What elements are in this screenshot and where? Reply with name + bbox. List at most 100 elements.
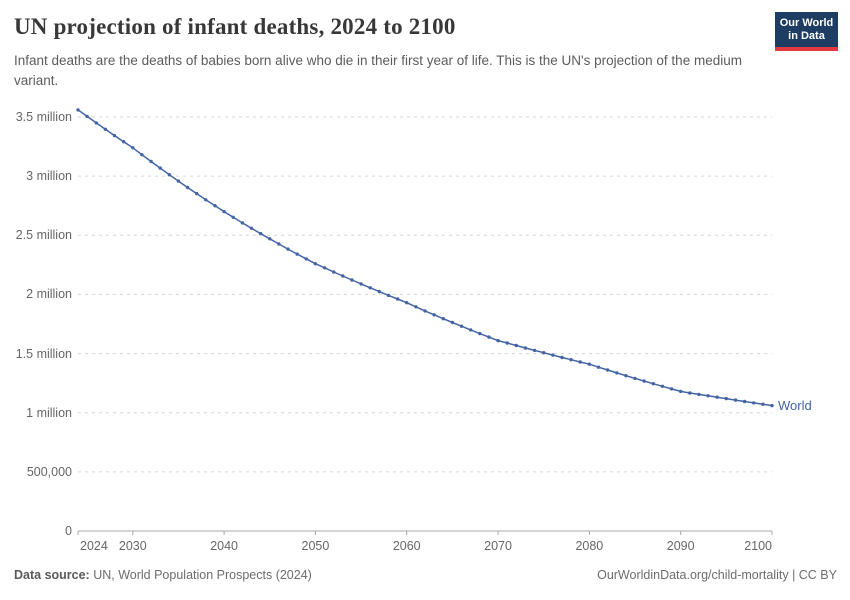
y-axis-tick-label: 3 million xyxy=(26,169,72,184)
data-point-marker[interactable] xyxy=(752,401,756,405)
data-point-marker[interactable] xyxy=(277,242,281,246)
data-point-marker[interactable] xyxy=(505,341,509,345)
data-point-marker[interactable] xyxy=(195,191,199,196)
data-point-marker[interactable] xyxy=(213,204,217,208)
data-point-marker[interactable] xyxy=(341,274,345,278)
data-point-marker[interactable] xyxy=(222,209,226,214)
data-point-marker[interactable] xyxy=(295,252,299,256)
y-axis-tick-label: 2.5 million xyxy=(15,228,72,243)
data-point-marker[interactable] xyxy=(560,355,564,360)
data-point-marker[interactable] xyxy=(350,278,354,282)
data-point-marker[interactable] xyxy=(131,146,135,150)
data-point-marker[interactable] xyxy=(642,379,646,383)
data-point-marker[interactable] xyxy=(204,198,208,202)
data-point-marker[interactable] xyxy=(304,257,308,261)
data-point-marker[interactable] xyxy=(605,368,610,372)
data-point-marker[interactable] xyxy=(688,391,692,395)
data-point-marker[interactable] xyxy=(532,348,537,353)
data-point-marker[interactable] xyxy=(569,358,573,362)
data-point-marker[interactable] xyxy=(176,179,181,183)
data-point-marker[interactable] xyxy=(770,403,774,408)
data-point-marker[interactable] xyxy=(542,351,546,355)
x-axis-tick-label: 2080 xyxy=(575,539,604,553)
page-title: UN projection of infant deaths, 2024 to … xyxy=(14,14,456,39)
data-point-marker[interactable] xyxy=(596,365,601,369)
data-point-marker[interactable] xyxy=(615,371,619,375)
data-point-marker[interactable] xyxy=(697,392,701,397)
data-point-marker[interactable] xyxy=(386,293,391,298)
data-point-marker[interactable] xyxy=(286,247,290,251)
data-point-marker[interactable] xyxy=(523,346,528,350)
x-axis-tick-label: 2060 xyxy=(392,539,421,553)
data-point-marker[interactable] xyxy=(724,396,728,401)
data-point-marker[interactable] xyxy=(140,153,144,157)
y-axis-tick-label: 1 million xyxy=(26,405,72,420)
x-axis-tick-label: 2030 xyxy=(118,539,147,553)
data-point-marker[interactable] xyxy=(268,237,272,241)
data-point-marker[interactable] xyxy=(332,270,336,274)
data-line-world[interactable] xyxy=(77,109,773,407)
data-point-marker[interactable] xyxy=(441,317,445,321)
data-point-marker[interactable] xyxy=(587,362,592,366)
data-point-marker[interactable] xyxy=(633,376,637,381)
data-point-marker[interactable] xyxy=(496,338,500,343)
data-point-marker[interactable] xyxy=(450,320,455,325)
data-point-marker[interactable] xyxy=(112,133,117,138)
data-point-marker[interactable] xyxy=(377,289,381,294)
owid-logo: Our World in Data xyxy=(775,12,838,51)
data-point-marker[interactable] xyxy=(432,313,436,317)
data-point-marker[interactable] xyxy=(742,399,747,404)
data-point-marker[interactable] xyxy=(459,324,464,328)
y-axis-tick-label: 1.5 million xyxy=(15,346,72,361)
data-source-value: UN, World Population Prospects (2024) xyxy=(89,568,312,582)
data-point-marker[interactable] xyxy=(715,395,719,399)
data-point-marker[interactable] xyxy=(578,360,582,364)
data-point-marker[interactable] xyxy=(733,398,738,402)
data-point-marker[interactable] xyxy=(660,384,665,388)
chart-subtitle: Infant deaths are the deaths of babies b… xyxy=(14,53,742,88)
data-point-marker[interactable] xyxy=(624,374,628,378)
data-point-marker[interactable] xyxy=(651,382,655,386)
data-point-marker[interactable] xyxy=(405,301,409,305)
x-axis-tick-label: 2040 xyxy=(210,539,238,553)
owid-logo-red-bar xyxy=(775,47,838,51)
owid-logo-text: Our World in Data xyxy=(775,12,838,47)
y-axis-tick-label: 2 million xyxy=(26,287,72,302)
data-point-marker[interactable] xyxy=(414,305,418,309)
data-point-marker[interactable] xyxy=(761,402,765,406)
data-point-marker[interactable] xyxy=(706,394,710,398)
data-point-marker[interactable] xyxy=(395,297,400,301)
x-axis-tick-label: 2050 xyxy=(301,539,330,553)
data-point-marker[interactable] xyxy=(469,328,473,332)
data-point-marker[interactable] xyxy=(85,114,89,119)
y-axis-tick-label: 500,000 xyxy=(26,464,72,479)
data-point-marker[interactable] xyxy=(679,389,683,394)
data-point-marker[interactable] xyxy=(249,226,254,230)
data-point-marker[interactable] xyxy=(514,343,518,348)
data-point-marker[interactable] xyxy=(359,282,363,286)
data-point-marker[interactable] xyxy=(94,121,99,125)
data-point-marker[interactable] xyxy=(368,286,372,290)
data-point-marker[interactable] xyxy=(149,159,153,164)
data-point-marker[interactable] xyxy=(158,166,162,170)
data-point-marker[interactable] xyxy=(322,266,327,270)
data-point-marker[interactable] xyxy=(103,127,108,131)
data-point-marker[interactable] xyxy=(669,387,674,391)
data-point-marker[interactable] xyxy=(231,215,235,219)
data-point-marker[interactable] xyxy=(167,173,171,177)
owid-logo-line1: Our World xyxy=(779,17,834,29)
data-point-marker[interactable] xyxy=(185,185,190,190)
attribution-link[interactable]: OurWorldinData.org/child-mortality | CC … xyxy=(597,568,837,582)
data-point-marker[interactable] xyxy=(240,221,245,225)
data-point-marker[interactable] xyxy=(423,309,427,313)
data-point-marker[interactable] xyxy=(258,231,263,236)
data-point-marker[interactable] xyxy=(76,108,80,112)
data-point-marker[interactable] xyxy=(551,353,555,357)
data-point-marker[interactable] xyxy=(478,331,482,336)
series-label-world[interactable]: World xyxy=(778,397,812,413)
x-axis-tick-label: 2070 xyxy=(484,539,512,553)
data-point-marker[interactable] xyxy=(313,262,318,266)
data-point-marker[interactable] xyxy=(487,335,491,339)
data-point-marker[interactable] xyxy=(122,140,126,144)
